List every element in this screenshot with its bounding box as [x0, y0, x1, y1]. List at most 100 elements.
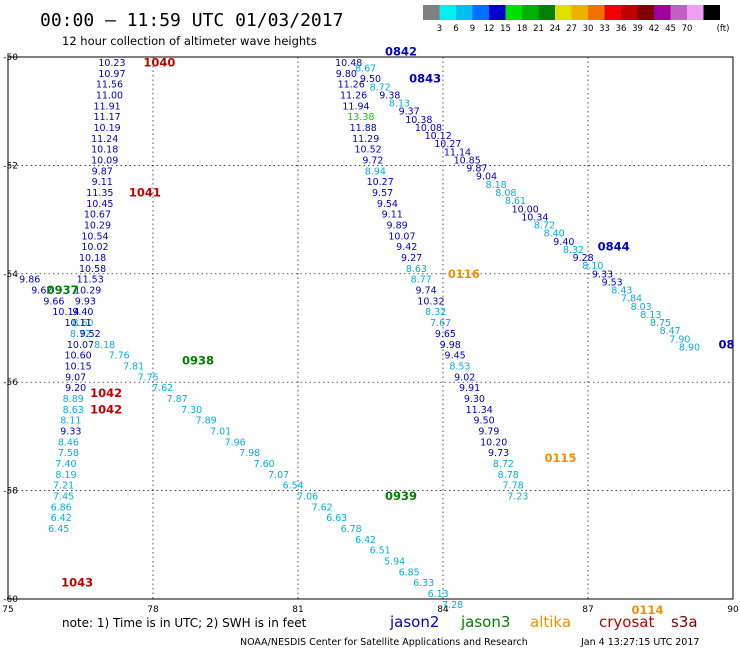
- plot-grid: [8, 57, 733, 599]
- swh-value: 9.11: [92, 177, 113, 188]
- swh-value: 7.84: [621, 294, 642, 305]
- pass-label: 0115: [545, 451, 577, 465]
- swh-value: 10.97: [98, 69, 125, 80]
- swh-value: 8.19: [55, 470, 76, 481]
- swh-value: 11.91: [93, 101, 120, 112]
- swh-value: 10.38: [405, 115, 432, 126]
- swh-value: 9.93: [75, 296, 96, 307]
- x-tick-label: 90: [727, 605, 739, 615]
- swh-value: 7.78: [503, 481, 524, 492]
- swh-value: 8.53: [449, 361, 470, 372]
- swh-value: 8.40: [544, 229, 565, 240]
- swh-value: 9.02: [454, 372, 475, 383]
- swh-value: 6.86: [51, 502, 72, 513]
- scale-swatch: [604, 5, 621, 20]
- swh-value: 8.72: [493, 459, 514, 470]
- swh-value: 7.01: [210, 426, 231, 437]
- footer-credit: NOAA/NESDIS Center for Satellite Applica…: [240, 637, 528, 648]
- swh-value: 10.14: [52, 307, 79, 318]
- scale-unit-label: (ft): [717, 24, 730, 34]
- swh-value: 9.50: [360, 74, 381, 85]
- swh-values: 10.2310.9711.5611.0011.9111.1710.1911.24…: [19, 58, 700, 611]
- swh-value: 9.72: [362, 155, 383, 166]
- swh-value: 11.34: [466, 405, 493, 416]
- swh-value: 9.45: [445, 351, 466, 362]
- swh-value: 10.07: [67, 340, 94, 351]
- scale-tick-label: 24: [550, 24, 561, 34]
- swh-value: 8.61: [505, 196, 526, 207]
- pass-label: 0844: [598, 240, 630, 254]
- swh-value: 11.29: [352, 134, 379, 145]
- footer-timestamp: Jan 4 13:27:15 UTC 2017: [580, 637, 699, 648]
- swh-value: 8.43: [611, 286, 632, 297]
- swh-value: 11.00: [96, 90, 123, 101]
- chart-subtitle: 12 hour collection of altimeter wave hei…: [62, 34, 317, 48]
- swh-value: 11.53: [77, 275, 104, 286]
- scale-swatch: [621, 5, 638, 20]
- scale-swatch: [571, 5, 588, 20]
- satellite-legend: jason2 jason3 altika cryosat s3a: [389, 613, 698, 631]
- swh-value: 8.13: [640, 310, 661, 321]
- swh-value: 8.11: [60, 416, 81, 427]
- swh-value: 9.57: [372, 188, 393, 199]
- swh-value: 6.13: [428, 589, 449, 600]
- legend-jason2: jason2: [389, 613, 439, 631]
- scale-swatch: [637, 5, 654, 20]
- swh-value: 11.94: [342, 101, 369, 112]
- pass-label: 0937: [47, 283, 79, 297]
- x-tick-label: 81: [292, 605, 303, 615]
- y-tick-label: -54: [3, 270, 18, 280]
- swh-value: 13.38: [347, 112, 374, 123]
- pass-label: 0116: [448, 267, 480, 281]
- swh-value: 8.63: [406, 264, 427, 275]
- pass-label: 1042: [90, 386, 122, 400]
- swh-value: 9.38: [379, 90, 400, 101]
- scale-swatch: [505, 5, 522, 20]
- swh-value: 7.81: [123, 361, 144, 372]
- scale-swatch: [423, 5, 440, 20]
- scale-swatch: [588, 5, 605, 20]
- swh-value: 10.00: [512, 204, 539, 215]
- legend-s3a: s3a: [671, 613, 698, 631]
- swh-value: 8.18: [486, 180, 507, 191]
- swh-value: 9.04: [476, 172, 497, 183]
- swh-value: 7.75: [138, 372, 159, 383]
- swh-value: 7.87: [167, 394, 188, 405]
- swh-value: 7.62: [152, 383, 173, 394]
- swh-value: 6.33: [413, 578, 434, 589]
- plot-axes: 75 78 81 84 87 90 -50 -52 -54 -56 -58 -60: [2, 53, 739, 615]
- swh-value: 9.87: [92, 166, 113, 177]
- swh-value: 9.20: [65, 383, 86, 394]
- swh-value: 6.78: [341, 524, 362, 535]
- swh-value: 9.98: [440, 340, 461, 351]
- y-tick-label: -56: [3, 378, 18, 388]
- swh-value: 9.11: [382, 210, 403, 221]
- swh-value: 9.91: [459, 383, 480, 394]
- pass-label: 1041: [129, 186, 161, 200]
- swh-value: 8.90: [679, 342, 700, 353]
- swh-value: 10.85: [454, 155, 481, 166]
- pass-labels: 1040 1041 1042 1042 1043 0937 0938 0939 0842 0843…: [47, 45, 735, 617]
- swh-value: 10.09: [91, 155, 118, 166]
- swh-value: 7.23: [507, 492, 528, 503]
- scale-tick-label: 6: [453, 24, 458, 34]
- swh-value: 8.63: [63, 405, 84, 416]
- swh-value: 9.89: [387, 221, 408, 232]
- swh-value: 6.63: [326, 513, 347, 524]
- swh-value: 9.53: [602, 277, 623, 288]
- swh-value: 7.76: [109, 351, 130, 362]
- swh-value: 10.07: [388, 231, 415, 242]
- swh-value: 11.26: [340, 90, 367, 101]
- pass-label: 0842: [385, 45, 417, 59]
- y-tick-label: -60: [3, 595, 18, 605]
- scale-tick-label: 70: [682, 24, 693, 34]
- swh-value: 9.54: [377, 199, 398, 210]
- scale-tick-label: 15: [500, 24, 511, 34]
- x-tick-label: 84: [437, 605, 449, 615]
- swh-value: 8.47: [660, 326, 681, 337]
- swh-value: 8.13: [389, 99, 410, 110]
- scale-swatch: [687, 5, 704, 20]
- swh-value: 10.67: [84, 210, 111, 221]
- pass-label: 0938: [182, 354, 214, 368]
- scale-swatch: [555, 5, 572, 20]
